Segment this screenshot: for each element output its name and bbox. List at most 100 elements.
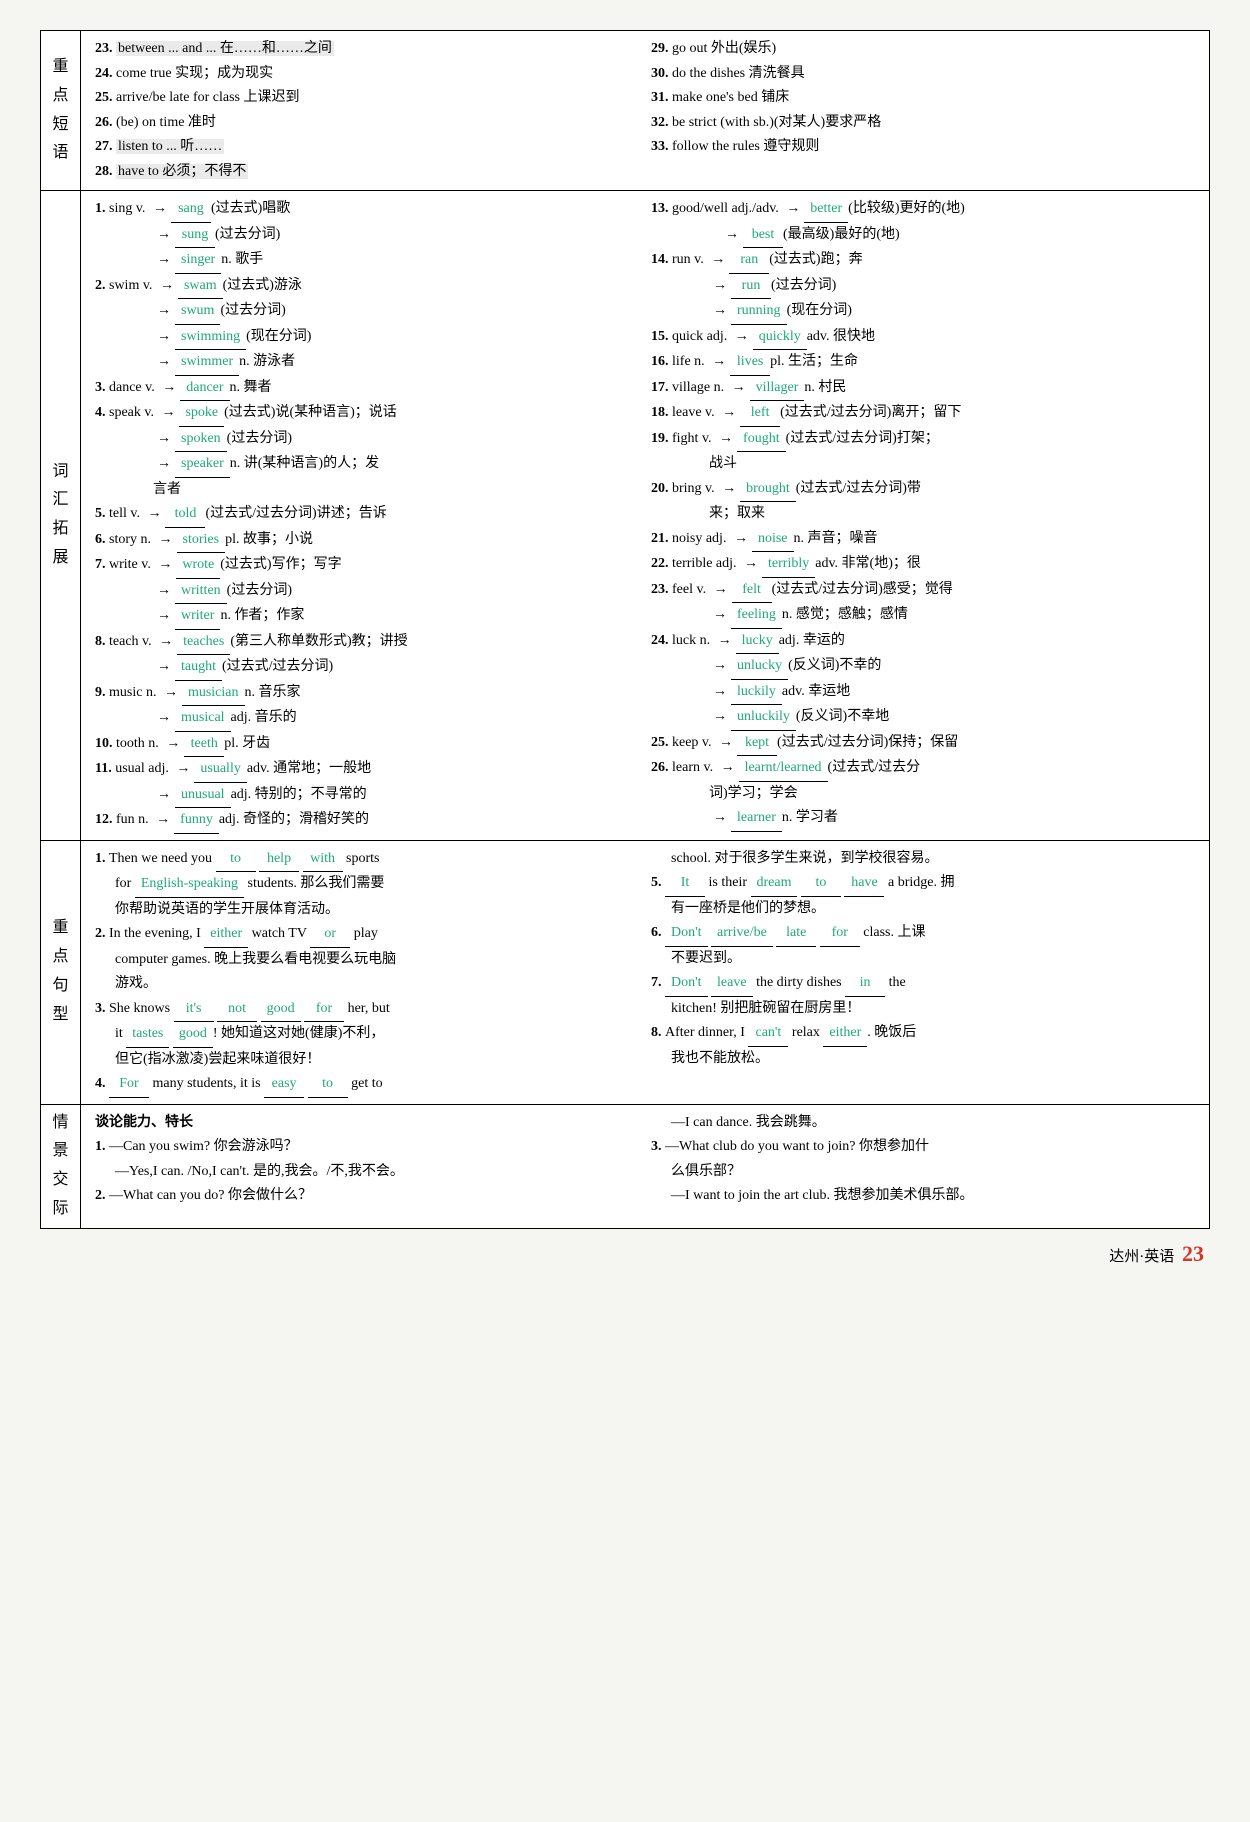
answer-blank: unluckily (731, 705, 796, 731)
phrase-line: 31. make one's bed 铺床 (651, 86, 1195, 111)
answer-blank: luckily (731, 680, 782, 706)
sentence-line: 不要迟到。 (651, 947, 1195, 972)
answer-blank: swimming (175, 325, 246, 351)
answer-blank: writer (175, 604, 220, 630)
sentence-line: for English-speaking students. 那么我们需要 (95, 872, 639, 898)
footer-text: 达州·英语 (1109, 1249, 1174, 1265)
answer-blank: lucky (736, 629, 779, 655)
answer-blank: wrote (176, 553, 220, 579)
answer-blank: sang (171, 197, 211, 223)
vocab-line: →swum(过去分词) (95, 299, 639, 325)
col-left: 23. between ... and ... 在……和……之间24. come… (89, 37, 645, 184)
phrase-line: 23. between ... and ... 在……和……之间 (95, 37, 639, 62)
answer-blank: good (261, 997, 301, 1023)
answer-blank: easy (264, 1072, 304, 1098)
answer-blank: For (109, 1072, 149, 1098)
dialogue-line: 么俱乐部？ (651, 1160, 1195, 1185)
answer-blank: musician (182, 681, 245, 707)
answer-blank: swimmer (175, 350, 239, 376)
answer-blank: told (165, 502, 205, 528)
vocab-line: →written(过去分词) (95, 579, 639, 605)
sentence-line: 1. Then we need you to help with sports (95, 847, 639, 873)
answer-blank: feeling (731, 603, 782, 629)
section-content: 谈论能力、特长1. —Can you swim? 你会游泳吗？—Yes,I ca… (81, 1105, 1209, 1228)
vocab-line: 18. leave v. →left(过去式/过去分词)离开；留下 (651, 401, 1195, 427)
answer-blank: funny (174, 808, 219, 834)
answer-blank: It (665, 871, 705, 897)
vocab-line: 24. luck n. →luckyadj. 幸运的 (651, 629, 1195, 655)
answer-blank: teaches (177, 630, 230, 656)
answer-blank: not (217, 997, 257, 1023)
answer-blank: better (804, 197, 848, 223)
vocab-line: 5. tell v. →told(过去式/过去分词)讲述；告诉 (95, 502, 639, 528)
section-content: 1. Then we need you to help with sportsf… (81, 841, 1209, 1104)
answer-blank: kept (737, 731, 777, 757)
phrase-line: 30. do the dishes 清洗餐具 (651, 62, 1195, 87)
vocab-line: →musicaladj. 音乐的 (95, 706, 639, 732)
sentence-line: 游戏。 (95, 972, 639, 997)
section-sentences: 重点句型 1. Then we need you to help with sp… (41, 841, 1209, 1105)
vocab-line: 15. quick adj. →quicklyadv. 很快地 (651, 325, 1195, 351)
phrase-line: 28. have to 必须；不得不 (95, 160, 639, 185)
phrase-line: 26. (be) on time 准时 (95, 111, 639, 136)
dialogue-line: —Yes,I can. /No,I can't. 是的,我会。/不,我不会。 (95, 1160, 639, 1185)
answer-blank: it's (174, 997, 214, 1023)
phrase-line: 24. come true 实现；成为现实 (95, 62, 639, 87)
answer-blank: teeth (184, 732, 224, 758)
answer-blank: taught (175, 655, 222, 681)
vocab-line: 25. keep v. →kept(过去式/过去分词)保持；保留 (651, 731, 1195, 757)
sentence-line: 4. For many students, it is easy to get … (95, 1072, 639, 1098)
dialogue-line: —I can dance. 我会跳舞。 (651, 1111, 1195, 1136)
answer-blank: villager (750, 376, 805, 402)
worksheet-page: 重点短语 23. between ... and ... 在……和……之间24.… (40, 30, 1210, 1229)
vocab-line: 3. dance v. →dancern. 舞者 (95, 376, 639, 402)
vocab-line: 来；取来 (651, 502, 1195, 527)
sentence-line: 但它(指冰激凌)尝起来味道很好！ (95, 1048, 639, 1073)
vocab-line: →spoken(过去分词) (95, 427, 639, 453)
answer-blank: singer (175, 248, 221, 274)
sentence-line: computer games. 晚上我要么看电视要么玩电脑 (95, 948, 639, 973)
answer-blank: musical (175, 706, 231, 732)
vocab-line: 8. teach v. →teaches(第三人称单数形式)教；讲授 (95, 630, 639, 656)
vocab-line: →swimming(现在分词) (95, 325, 639, 351)
page-footer: 达州·英语 23 (40, 1229, 1210, 1267)
vocab-line: →singern. 歌手 (95, 248, 639, 274)
sentence-line: 5. It is their dream to have a bridge. 拥 (651, 871, 1195, 897)
vocab-line: →writern. 作者；作家 (95, 604, 639, 630)
vocab-line: →luckilyadv. 幸运地 (651, 680, 1195, 706)
answer-blank: for (820, 921, 860, 947)
vocab-line: →unluckily(反义词)不幸地 (651, 705, 1195, 731)
col-right: school. 对于很多学生来说，到学校很容易。5. It is their d… (645, 847, 1201, 1098)
vocab-line: →swimmern. 游泳者 (95, 350, 639, 376)
vocab-line: 词)学习；学会 (651, 782, 1195, 807)
vocab-line: →run(过去分词) (651, 274, 1195, 300)
answer-blank: leave (711, 971, 753, 997)
vocab-line: →feelingn. 感觉；感触；感情 (651, 603, 1195, 629)
answer-blank: spoken (175, 427, 227, 453)
answer-blank: run (731, 274, 771, 300)
vocab-line: →sung(过去分词) (95, 223, 639, 249)
answer-blank: learner (731, 806, 782, 832)
answer-blank: dancer (180, 376, 229, 402)
vocab-line: →unlucky(反义词)不幸的 (651, 654, 1195, 680)
sentence-line: it tastes good! 她知道这对她(健康)不利， (95, 1022, 639, 1048)
col-left: 谈论能力、特长1. —Can you swim? 你会游泳吗？—Yes,I ca… (89, 1111, 645, 1222)
answer-blank: to (216, 847, 256, 873)
answer-blank: for (304, 997, 344, 1023)
answer-blank: have (844, 871, 884, 897)
vocab-line: 10. tooth n. →teethpl. 牙齿 (95, 732, 639, 758)
answer-blank: Don't (665, 971, 708, 997)
answer-blank: English-speaking (135, 872, 244, 898)
vocab-line: →speakern. 讲(某种语言)的人；发 (95, 452, 639, 478)
answer-blank: fought (737, 427, 786, 453)
answer-blank: or (310, 922, 350, 948)
answer-blank: best (743, 223, 783, 249)
col-right: 13. good/well adj./adv. →better(比较级)更好的(… (645, 197, 1201, 834)
section-content: 1. sing v. →sang(过去式)唱歌→sung(过去分词)→singe… (81, 191, 1209, 840)
dialogue-line: 1. —Can you swim? 你会游泳吗？ (95, 1135, 639, 1160)
section-vocab: 词汇拓展 1. sing v. →sang(过去式)唱歌→sung(过去分词)→… (41, 191, 1209, 841)
vocab-line: 6. story n. →storiespl. 故事；小说 (95, 528, 639, 554)
answer-blank: ran (729, 248, 769, 274)
answer-blank: swam (178, 274, 223, 300)
answer-blank: unlucky (731, 654, 788, 680)
